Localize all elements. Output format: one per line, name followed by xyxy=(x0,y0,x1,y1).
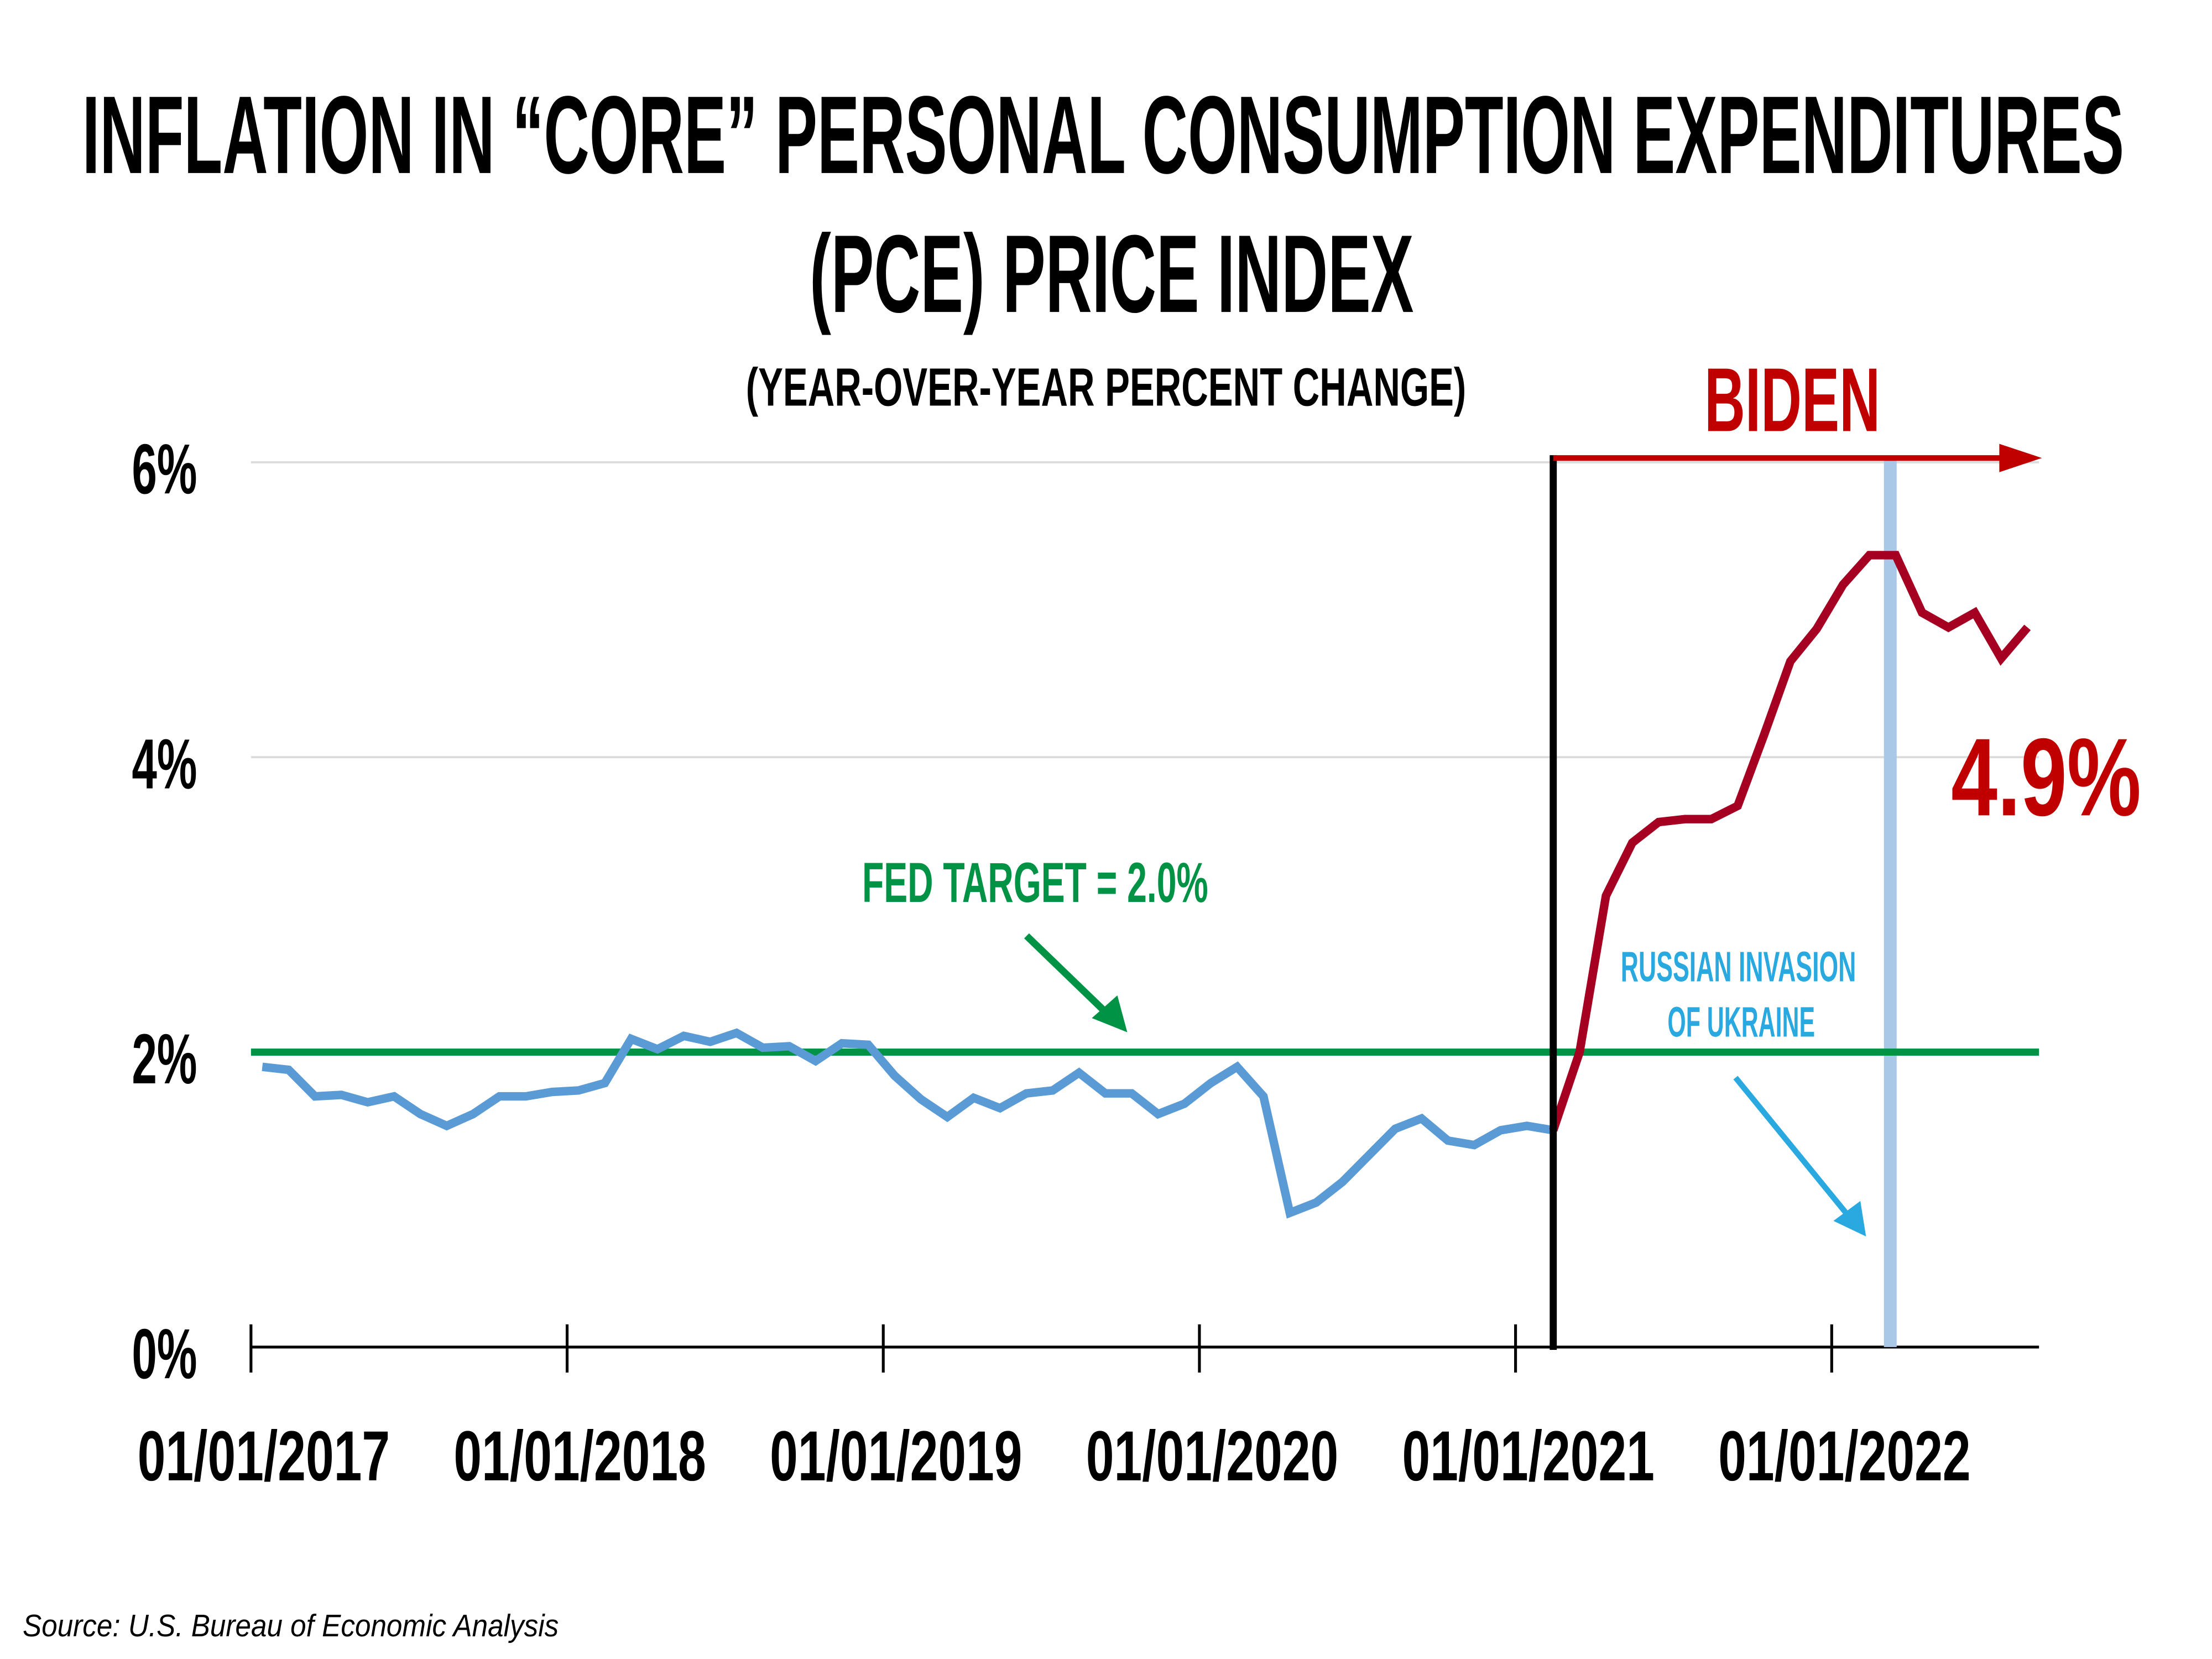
data-point xyxy=(1948,627,1949,628)
biden-label: BIDEN xyxy=(1704,348,1880,450)
invasion-arrow xyxy=(1733,1076,1851,1219)
invasion-label-line2: OF UKRAINE xyxy=(1667,998,1815,1046)
data-point xyxy=(1421,1118,1422,1119)
fed-target-label: FED TARGET = 2.0% xyxy=(862,851,1208,914)
latest-value-label: 4.9% xyxy=(1951,716,2141,839)
data-point xyxy=(1131,1093,1132,1094)
chart-title-line2: (PCE) PRICE INDEX xyxy=(810,212,1413,336)
data-point xyxy=(2027,627,2028,628)
fed-target-arrow xyxy=(1024,933,1112,1018)
data-point xyxy=(1684,818,1686,820)
source-note: Source: U.S. Bureau of Economic Analysis xyxy=(23,1608,559,1643)
x-axis: 01/01/2017 01/01/2018 01/01/2019 01/01/2020… xyxy=(138,1324,2039,1496)
data-point xyxy=(1500,1130,1501,1131)
data-point xyxy=(1026,1093,1027,1094)
chart-title: INFLATION IN “CORE” PERSONAL CONSUMPTION… xyxy=(82,74,2124,197)
data-point xyxy=(1263,1096,1264,1097)
series-line-pre-biden xyxy=(262,1028,1554,1219)
invasion-arrowhead-icon xyxy=(1833,1201,1866,1237)
invasion-label-line1: RUSSIAN INVASION xyxy=(1621,943,1856,990)
x-tick-label: 01/01/2019 xyxy=(770,1417,1022,1496)
data-point xyxy=(1316,1202,1317,1203)
y-axis: 0% 2% 4% 6% xyxy=(132,430,197,1394)
x-tick-label: 01/01/2018 xyxy=(453,1417,706,1496)
x-tick-label: 01/01/2017 xyxy=(138,1417,390,1496)
y-tick-label: 6% xyxy=(132,430,197,509)
data-point xyxy=(1869,555,1870,556)
series-group xyxy=(262,551,2031,1219)
data-point xyxy=(1711,818,1712,820)
x-tick-label: 01/01/2022 xyxy=(1718,1417,1970,1496)
data-point xyxy=(789,1046,790,1047)
data-point xyxy=(1790,661,1791,662)
data-point xyxy=(947,1117,948,1118)
data-point xyxy=(499,1096,500,1097)
invasion-band xyxy=(1884,461,1897,1347)
biden-arrowhead-icon xyxy=(1999,444,2042,472)
chart-subtitle: (YEAR-OVER-YEAR PERCENT CHANGE) xyxy=(746,357,1467,417)
y-tick-label: 0% xyxy=(132,1314,197,1394)
y-tick-label: 4% xyxy=(132,725,197,804)
data-point xyxy=(1105,1093,1106,1094)
x-tick-label: 01/01/2021 xyxy=(1402,1417,1654,1496)
fed-arrowhead-icon xyxy=(1092,995,1128,1032)
x-tick-label: 01/01/2020 xyxy=(1086,1417,1338,1496)
y-tick-label: 2% xyxy=(132,1020,197,1099)
